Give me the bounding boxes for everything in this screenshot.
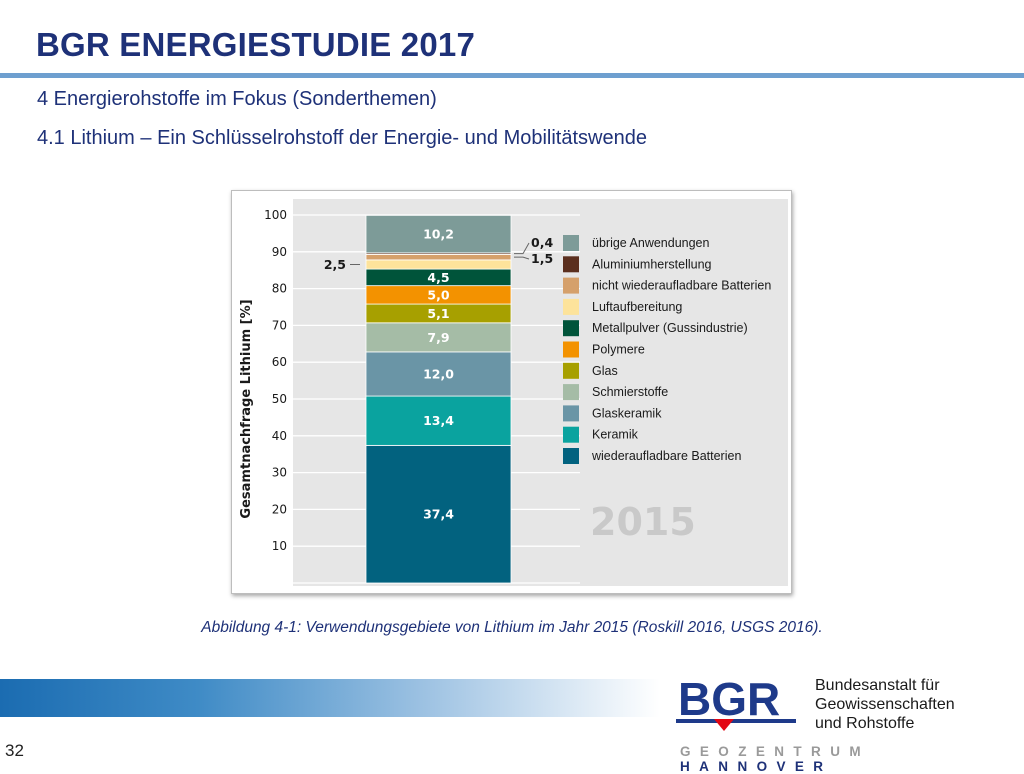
- legend-label: Aluminiumherstellung: [592, 257, 712, 271]
- page-number: 32: [5, 741, 24, 760]
- footer-gradient-band: [0, 679, 660, 717]
- legend-swatch: [563, 298, 579, 315]
- legend-swatch: [563, 405, 579, 422]
- bar-value-label: 12,0: [423, 366, 454, 381]
- legend-swatch: [563, 448, 579, 464]
- org-line-1: Bundesanstalt für: [815, 677, 940, 694]
- legend-label: Luftaufbereitung: [592, 300, 682, 314]
- bar-value-label: 1,5: [531, 251, 553, 266]
- legend-swatch: [563, 235, 579, 251]
- page-title: BGR ENERGIESTUDIE 2017: [36, 26, 476, 63]
- legend-label: übrige Anwendungen: [592, 236, 710, 250]
- legend-swatch: [563, 341, 579, 358]
- leader-line: [514, 256, 530, 260]
- y-tick-label: 40: [272, 429, 287, 443]
- legend-swatch: [563, 277, 579, 294]
- legend-label: Polymere: [592, 343, 645, 357]
- legend-label: Schmierstoffe: [592, 385, 668, 399]
- y-tick-label: 90: [272, 245, 287, 259]
- figure-caption: Abbildung 4-1: Verwendungsgebiete von Li…: [201, 619, 823, 636]
- bar-value-label: 0,4: [531, 235, 553, 250]
- lithium-demand-chart: 10 20 30 40 50 60 70 80 90 100 37,4 13,4 12,0 7,9 5,1…: [239, 199, 788, 586]
- bar-segment: [365, 444, 512, 584]
- organization-name: Bundesanstalt für Geowissenschaften und …: [815, 676, 955, 733]
- geozentrum-hannover: GEOZENTRUM HANNOVER: [680, 744, 1024, 774]
- y-tick-label: 70: [272, 318, 287, 332]
- bar-segment: [365, 351, 512, 397]
- bar-value-label: 10,2: [423, 227, 454, 242]
- legend-swatch: [563, 384, 579, 401]
- bar-value-label: 7,9: [427, 330, 449, 345]
- y-tick-label: 10: [272, 539, 287, 553]
- org-line-3: und Rohstoffe: [815, 715, 915, 732]
- bar-segment: [365, 322, 512, 353]
- legend-label: Keramik: [592, 428, 639, 442]
- legend-swatch: [563, 256, 579, 273]
- bar-segment: [365, 395, 512, 446]
- y-tick-label: 20: [272, 502, 287, 516]
- bar-segment: [365, 214, 512, 254]
- legend-swatch: [563, 426, 579, 443]
- legend-swatch: [563, 362, 579, 379]
- legend-swatch: [563, 320, 579, 337]
- legend-label: Glaskeramik: [592, 406, 662, 420]
- bar-value-label: 13,4: [423, 413, 454, 428]
- y-tick-label: 100: [264, 208, 287, 222]
- legend-label: Glas: [592, 364, 618, 378]
- y-axis-label: Gesamtnachfrage Lithium [%]: [239, 299, 254, 518]
- section-heading: 4 Energierohstoffe im Fokus (Sondertheme…: [37, 88, 437, 110]
- bgr-logo: BGR: [676, 673, 796, 731]
- bar-value-label: 5,0: [427, 287, 449, 302]
- leader-line: [514, 242, 530, 255]
- y-tick-label: 50: [272, 392, 287, 406]
- legend-label: Metallpulver (Gussindustrie): [592, 321, 748, 335]
- org-line-2: Geowissenschaften: [815, 696, 955, 713]
- subsection-heading: 4.1 Lithium – Ein Schlüsselrohstoff der …: [37, 127, 647, 149]
- bar-segment: [365, 259, 512, 270]
- y-tick-label: 80: [272, 282, 287, 296]
- chart-frame: 10 20 30 40 50 60 70 80 90 100 37,4 13,4 12,0 7,9 5,1…: [231, 190, 792, 594]
- svg-text:BGR: BGR: [678, 673, 780, 725]
- legend-label: wiederaufladbare Batterien: [591, 449, 741, 463]
- bar-segment: [365, 253, 512, 261]
- y-tick-label: 60: [272, 355, 287, 369]
- legend-label: nicht wiederaufladbare Batterien: [592, 279, 771, 293]
- year-label: 2015: [590, 500, 696, 544]
- bar-value-label: 2,5: [324, 257, 346, 272]
- hannover-text: HANNOVER: [680, 759, 833, 774]
- geozentrum-text: GEOZENTRUM: [680, 744, 870, 759]
- title-rule: [0, 73, 1024, 78]
- bar-value-label: 4,5: [427, 270, 449, 285]
- bar-value-label: 37,4: [423, 507, 454, 522]
- y-tick-label: 30: [272, 466, 287, 480]
- bar-value-label: 5,1: [427, 306, 449, 321]
